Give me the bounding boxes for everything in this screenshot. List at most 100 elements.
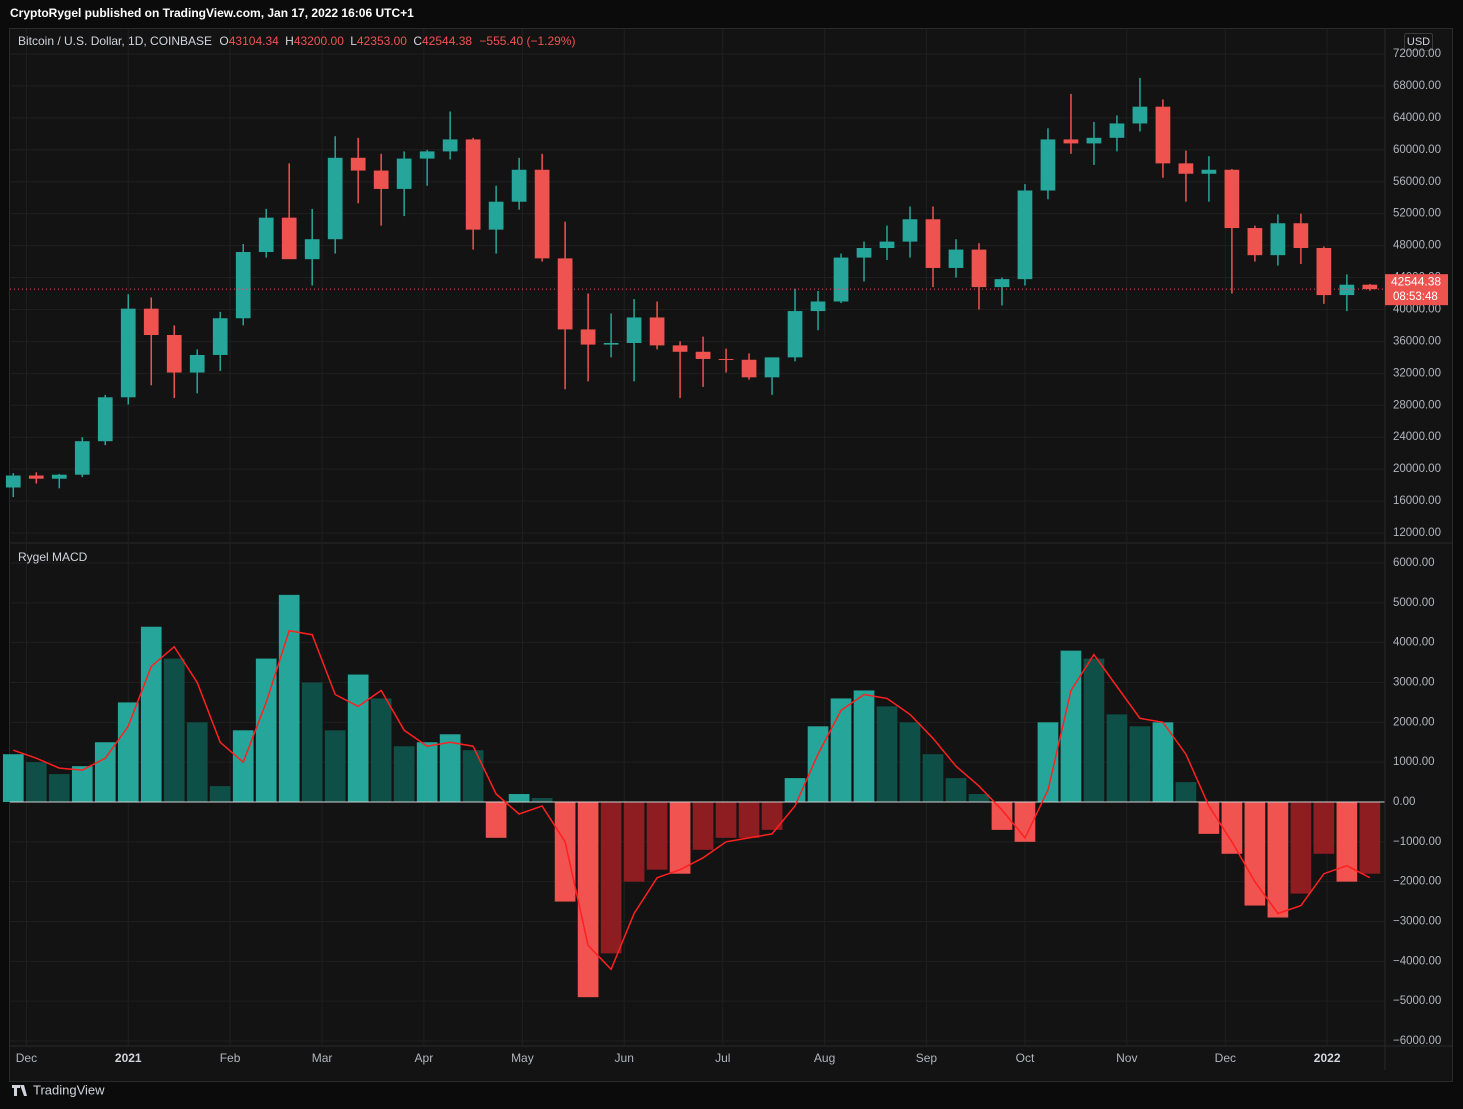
candle-body — [1362, 284, 1378, 290]
histogram-bar — [48, 774, 70, 802]
candle-body — [465, 139, 481, 230]
candle-body — [1132, 106, 1148, 124]
ohlc-value: 42544.38 — [422, 34, 472, 48]
x-tick-label: Oct — [1016, 1051, 1035, 1065]
histogram-bar — [1152, 722, 1174, 802]
x-tick-label: Jun — [615, 1051, 634, 1065]
candle-body — [235, 251, 251, 319]
histogram-bar — [1037, 722, 1059, 802]
histogram-bar — [577, 802, 599, 998]
candle-body — [51, 474, 67, 479]
y-tick-label: 24000.00 — [1393, 431, 1441, 443]
histogram-bar — [508, 794, 530, 802]
ohlc-label: L — [350, 34, 357, 48]
x-tick-label: Apr — [415, 1051, 434, 1065]
signal-line — [13, 629, 1371, 971]
chart-frame — [9, 28, 1453, 1082]
y-tick-label: −4000.00 — [1393, 955, 1441, 967]
footer: TradingView — [12, 1082, 105, 1097]
histogram-bar — [1106, 714, 1128, 802]
histogram-bar — [922, 754, 944, 802]
candle-body — [833, 257, 849, 302]
y-tick-label: 64000.00 — [1393, 112, 1441, 124]
candle-body — [488, 201, 504, 230]
histogram-bar — [301, 682, 323, 802]
histogram-bar — [600, 802, 622, 954]
candle-body — [994, 279, 1010, 288]
histogram-bar — [968, 794, 990, 802]
histogram-bar — [347, 674, 369, 802]
x-tick-label: Dec — [16, 1051, 37, 1065]
candle-body — [442, 139, 458, 152]
y-tick-label: 6000.00 — [1393, 557, 1435, 569]
histogram-bar — [209, 786, 231, 802]
ohlc-value: 43200.00 — [294, 34, 344, 48]
histogram-bar — [991, 802, 1013, 830]
histogram-bar — [117, 702, 139, 802]
candle-body — [649, 317, 665, 346]
candle-body — [580, 329, 596, 345]
histogram-bar — [71, 766, 93, 802]
candle-body — [1270, 223, 1286, 256]
candle-body — [948, 249, 964, 268]
candle-body — [1316, 247, 1332, 296]
histogram-bar — [1198, 802, 1220, 834]
currency[interactable]: USD — [1407, 36, 1430, 48]
symbol-title: Bitcoin / U.S. Dollar, 1D, COINBASE — [18, 34, 212, 48]
candle-body — [5, 475, 21, 488]
histogram-bar — [807, 726, 829, 802]
histogram-bar — [945, 778, 967, 802]
y-tick-label: 5000.00 — [1393, 597, 1435, 609]
change: −555.40 (−1.29%) — [479, 34, 575, 48]
histogram-bar — [876, 706, 898, 802]
histogram-bar — [439, 734, 461, 802]
histogram-bar — [715, 802, 737, 838]
candle-body — [672, 345, 688, 352]
histogram-bar — [25, 762, 47, 802]
histogram-bar — [1175, 782, 1197, 802]
ohlc-value: 42353.00 — [357, 34, 407, 48]
y-tick-label: −1000.00 — [1393, 836, 1441, 848]
candle-body — [97, 397, 113, 442]
histogram-bar — [646, 802, 668, 870]
candle-body — [1339, 284, 1355, 296]
x-tick-label: Nov — [1116, 1051, 1137, 1065]
histogram-bar — [692, 802, 714, 850]
x-tick-label: Dec — [1215, 1051, 1236, 1065]
candle-body — [1178, 163, 1194, 174]
histogram-bar — [324, 730, 346, 802]
countdown: 08:53:48 — [1393, 291, 1438, 303]
y-tick-label: 1000.00 — [1393, 756, 1435, 768]
x-tick-label: Feb — [220, 1051, 241, 1065]
x-tick-label: 2022 — [1314, 1051, 1341, 1065]
candle-body — [856, 247, 872, 258]
histogram-bar — [94, 742, 116, 802]
candle-body — [1017, 190, 1033, 280]
histogram-bar — [1129, 726, 1151, 802]
y-tick-label: 2000.00 — [1393, 716, 1435, 728]
histogram-bar — [1359, 802, 1381, 874]
candle-body — [419, 151, 435, 159]
y-tick-label: 3000.00 — [1393, 677, 1435, 689]
histogram-bar — [623, 802, 645, 882]
y-tick-label: 28000.00 — [1393, 399, 1441, 411]
candle-body — [258, 217, 274, 252]
logo — [12, 1085, 27, 1096]
candle-body — [534, 169, 550, 259]
candle-body — [281, 217, 297, 260]
x-tick-label: Mar — [312, 1051, 333, 1065]
y-tick-label: 36000.00 — [1393, 335, 1441, 347]
candle-body — [971, 249, 987, 288]
y-tick-label: −6000.00 — [1393, 1035, 1441, 1047]
candle-body — [718, 358, 734, 360]
candle-body — [74, 441, 90, 475]
y-tick-label: 0.00 — [1393, 796, 1415, 808]
y-tick-label: 20000.00 — [1393, 463, 1441, 475]
histogram-bar — [232, 730, 254, 802]
candle-body — [879, 241, 895, 248]
symbol-legend: Bitcoin / U.S. Dollar, 1D, COINBASE O431… — [18, 34, 575, 48]
candle-body — [1201, 169, 1217, 174]
candle-body — [189, 354, 205, 373]
candle-body — [764, 357, 780, 378]
currency-box[interactable] — [1404, 33, 1433, 51]
